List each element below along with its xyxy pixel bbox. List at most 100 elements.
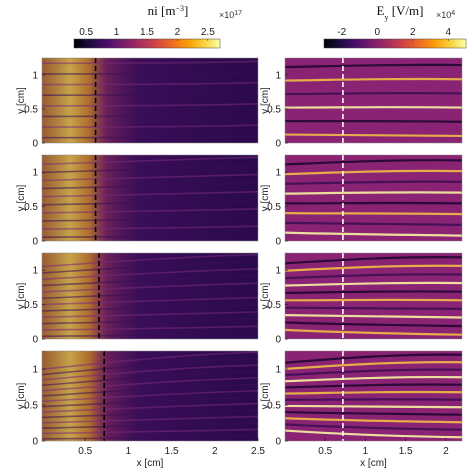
ni-stripe bbox=[41, 389, 259, 403]
ni-y-axis-label: y [cm] bbox=[16, 282, 27, 309]
ey-stripe bbox=[284, 353, 463, 364]
ni-stripe bbox=[41, 311, 259, 319]
ni-x-tick-label: 2 bbox=[212, 446, 218, 457]
ni-stripe bbox=[41, 303, 259, 312]
ey-y-tick-label: 1 bbox=[275, 266, 281, 277]
ey-stripe bbox=[284, 91, 463, 96]
ey-y-axis-label: y [cm] bbox=[260, 184, 271, 211]
ni-stripe bbox=[41, 422, 259, 429]
ey-stripe bbox=[284, 328, 463, 336]
ey-stripe bbox=[284, 390, 463, 395]
ni-stripe bbox=[41, 396, 259, 408]
ey-panel-background bbox=[285, 58, 462, 143]
ni-x-tick-label: 1 bbox=[126, 446, 132, 457]
ey-title-sub: y bbox=[384, 13, 388, 22]
ey-stripe bbox=[284, 375, 463, 383]
ni-x-axis-label: x [cm] bbox=[137, 458, 164, 469]
ni-stripe bbox=[41, 182, 259, 190]
ni-y-axis-label: y [cm] bbox=[16, 382, 27, 409]
ey-stripe bbox=[284, 159, 463, 166]
ni-panel-frame bbox=[41, 154, 259, 242]
ey-stripe bbox=[284, 429, 463, 439]
ey-panel-1 bbox=[284, 57, 463, 144]
ni-x-tick-label: 2.5 bbox=[251, 446, 265, 457]
ni-stripe bbox=[41, 208, 259, 214]
ni-stripe bbox=[41, 332, 259, 338]
ni-stripe bbox=[41, 71, 259, 75]
ey-stripe bbox=[284, 231, 463, 237]
ey-panel-frame bbox=[284, 57, 463, 144]
ni-y-tick-label: 0 bbox=[32, 335, 38, 346]
ey-colorbar-tick-label: 0 bbox=[374, 27, 380, 38]
ni-y-tick-label: 0.5 bbox=[24, 401, 38, 412]
ey-stripe bbox=[284, 417, 463, 424]
ni-panel-4 bbox=[41, 350, 259, 442]
ey-panels bbox=[284, 57, 463, 442]
ni-stripe bbox=[41, 351, 259, 371]
ni-panel-2 bbox=[41, 154, 259, 242]
ni-stripe bbox=[41, 434, 259, 440]
ey-stripe bbox=[284, 404, 463, 409]
ni-panel-3 bbox=[41, 252, 259, 340]
ni-title-main: ni [m bbox=[148, 3, 176, 18]
ey-x-tick-label: 1.5 bbox=[399, 446, 413, 457]
ni-colorbar-tick-label: 1 bbox=[114, 27, 120, 38]
ey-stripe bbox=[284, 119, 463, 123]
ey-y-tick-label: 0 bbox=[275, 139, 281, 150]
ni-stripe bbox=[41, 409, 259, 419]
ey-stripe bbox=[284, 191, 463, 195]
ey-stripe bbox=[284, 314, 463, 319]
ey-stripe bbox=[284, 281, 463, 287]
ey-stripe bbox=[284, 423, 463, 431]
ey-stripe bbox=[284, 290, 463, 294]
ni-stripe bbox=[41, 92, 259, 96]
ey-stripe bbox=[284, 256, 463, 265]
ni-stripe bbox=[41, 357, 259, 376]
ey-stripe bbox=[284, 410, 463, 416]
ni-panels bbox=[41, 57, 259, 442]
ey-y-tick-label: 1 bbox=[275, 168, 281, 179]
ey-title-e: E bbox=[377, 3, 385, 18]
ni-stripe bbox=[41, 173, 259, 182]
ey-stripe bbox=[284, 321, 463, 328]
ni-colorbar-tick-label: 2 bbox=[175, 27, 181, 38]
ni-stripe bbox=[41, 383, 259, 397]
ni-y-tick-label: 0 bbox=[32, 139, 38, 150]
ni-stripe bbox=[41, 225, 259, 230]
ni-stripe bbox=[41, 289, 259, 300]
ni-colorbar-tick-label: 2.5 bbox=[201, 27, 215, 38]
ni-stripe bbox=[41, 134, 259, 139]
ni-stripe bbox=[41, 370, 259, 387]
ni-y-tick-label: 0 bbox=[32, 237, 38, 248]
ni-stripe bbox=[41, 415, 259, 424]
ey-y-axis-label: y [cm] bbox=[260, 87, 271, 114]
ni-title-sup: −3 bbox=[175, 4, 184, 13]
ey-title-end: [V/m] bbox=[388, 3, 423, 18]
ni-stripe bbox=[41, 113, 259, 118]
ni-x-tick-label: 0.5 bbox=[78, 446, 92, 457]
ni-x-tick-label: 1.5 bbox=[165, 446, 179, 457]
axes-text: 0 0 0.5 0.5 1 1 y [cm] y [cm] 0 0 0.5 0.5 1 1 y [cm] y … bbox=[16, 71, 449, 470]
ey-stripe bbox=[284, 221, 463, 226]
ey-y-axis-label: y [cm] bbox=[260, 382, 271, 409]
ni-stripe bbox=[41, 318, 259, 325]
ey-stripe bbox=[284, 169, 463, 176]
ey-y-tick-label: 0.5 bbox=[267, 105, 281, 116]
ni-stripe bbox=[41, 275, 259, 287]
ey-y-tick-label: 1 bbox=[275, 365, 281, 376]
ni-panel-fade bbox=[42, 253, 258, 339]
ey-panel-2 bbox=[284, 154, 463, 242]
ni-stripe bbox=[41, 325, 259, 331]
ni-panel-1 bbox=[41, 57, 259, 144]
ey-y-tick-label: 1 bbox=[275, 71, 281, 82]
ey-y-tick-label: 0 bbox=[275, 335, 281, 346]
ni-stripe bbox=[41, 282, 259, 293]
ey-x-axis-label: x [cm] bbox=[360, 458, 387, 469]
ey-colorbar-bar bbox=[323, 38, 467, 49]
ey-panel-3 bbox=[284, 252, 463, 340]
ni-panel-frame bbox=[41, 252, 259, 340]
ey-y-tick-label: 0.5 bbox=[267, 202, 281, 213]
ey-panel-background bbox=[285, 155, 462, 241]
ey-panel-frame bbox=[284, 252, 463, 340]
